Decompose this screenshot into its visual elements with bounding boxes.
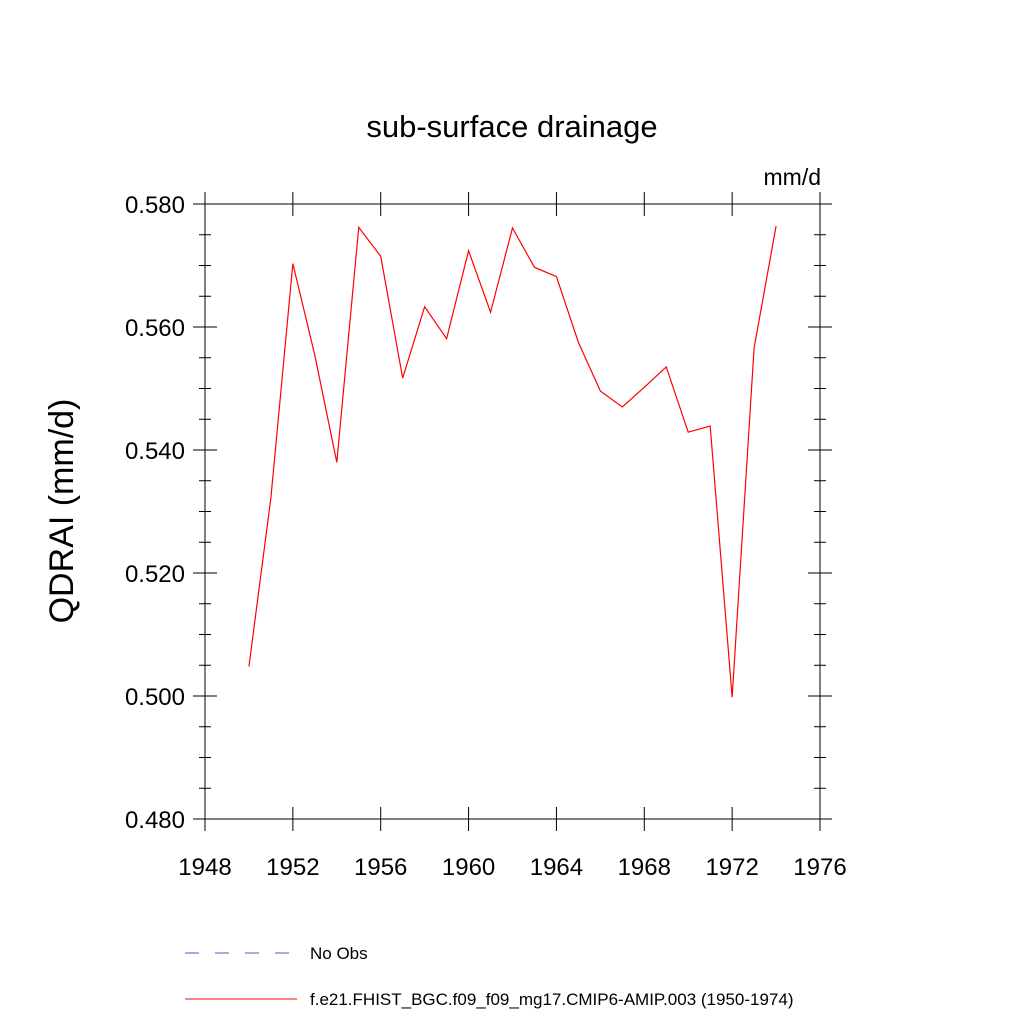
y-tick-label: 0.540 <box>125 438 185 465</box>
units-label: mm/d <box>764 164 822 190</box>
y-tick-label: 0.480 <box>125 807 185 834</box>
y-tick-label: 0.520 <box>125 561 185 588</box>
y-tick-label: 0.580 <box>125 192 185 219</box>
y-tick-label: 0.500 <box>125 684 185 711</box>
series-lines <box>248 225 777 698</box>
axis-ticks <box>193 192 832 831</box>
x-tick-label: 1976 <box>793 854 846 881</box>
x-tick-label: 1972 <box>705 854 758 881</box>
y-tick-label: 0.560 <box>125 315 185 342</box>
tick-labels: 1948 1952 1956 1960 1964 1968 1972 1976 0.480 0.5… <box>125 192 847 881</box>
x-tick-label: 1956 <box>354 854 407 881</box>
x-tick-label: 1960 <box>442 854 495 881</box>
x-tick-label: 1952 <box>266 854 319 881</box>
plot-frame <box>204 203 821 820</box>
series-line <box>248 225 777 698</box>
x-tick-label: 1968 <box>618 854 671 881</box>
legend-label: No Obs <box>310 944 368 963</box>
chart-title: sub-surface drainage <box>366 109 657 144</box>
x-tick-label: 1964 <box>530 854 583 881</box>
x-tick-label: 1948 <box>178 854 231 881</box>
legend-label: f.e21.FHIST_BGC.f09_f09_mg17.CMIP6-AMIP.… <box>310 990 794 1009</box>
legend: No Obs f.e21.FHIST_BGC.f09_f09_mg17.CMIP6… <box>185 944 794 1009</box>
y-axis-label: QDRAI (mm/d) <box>43 399 81 624</box>
